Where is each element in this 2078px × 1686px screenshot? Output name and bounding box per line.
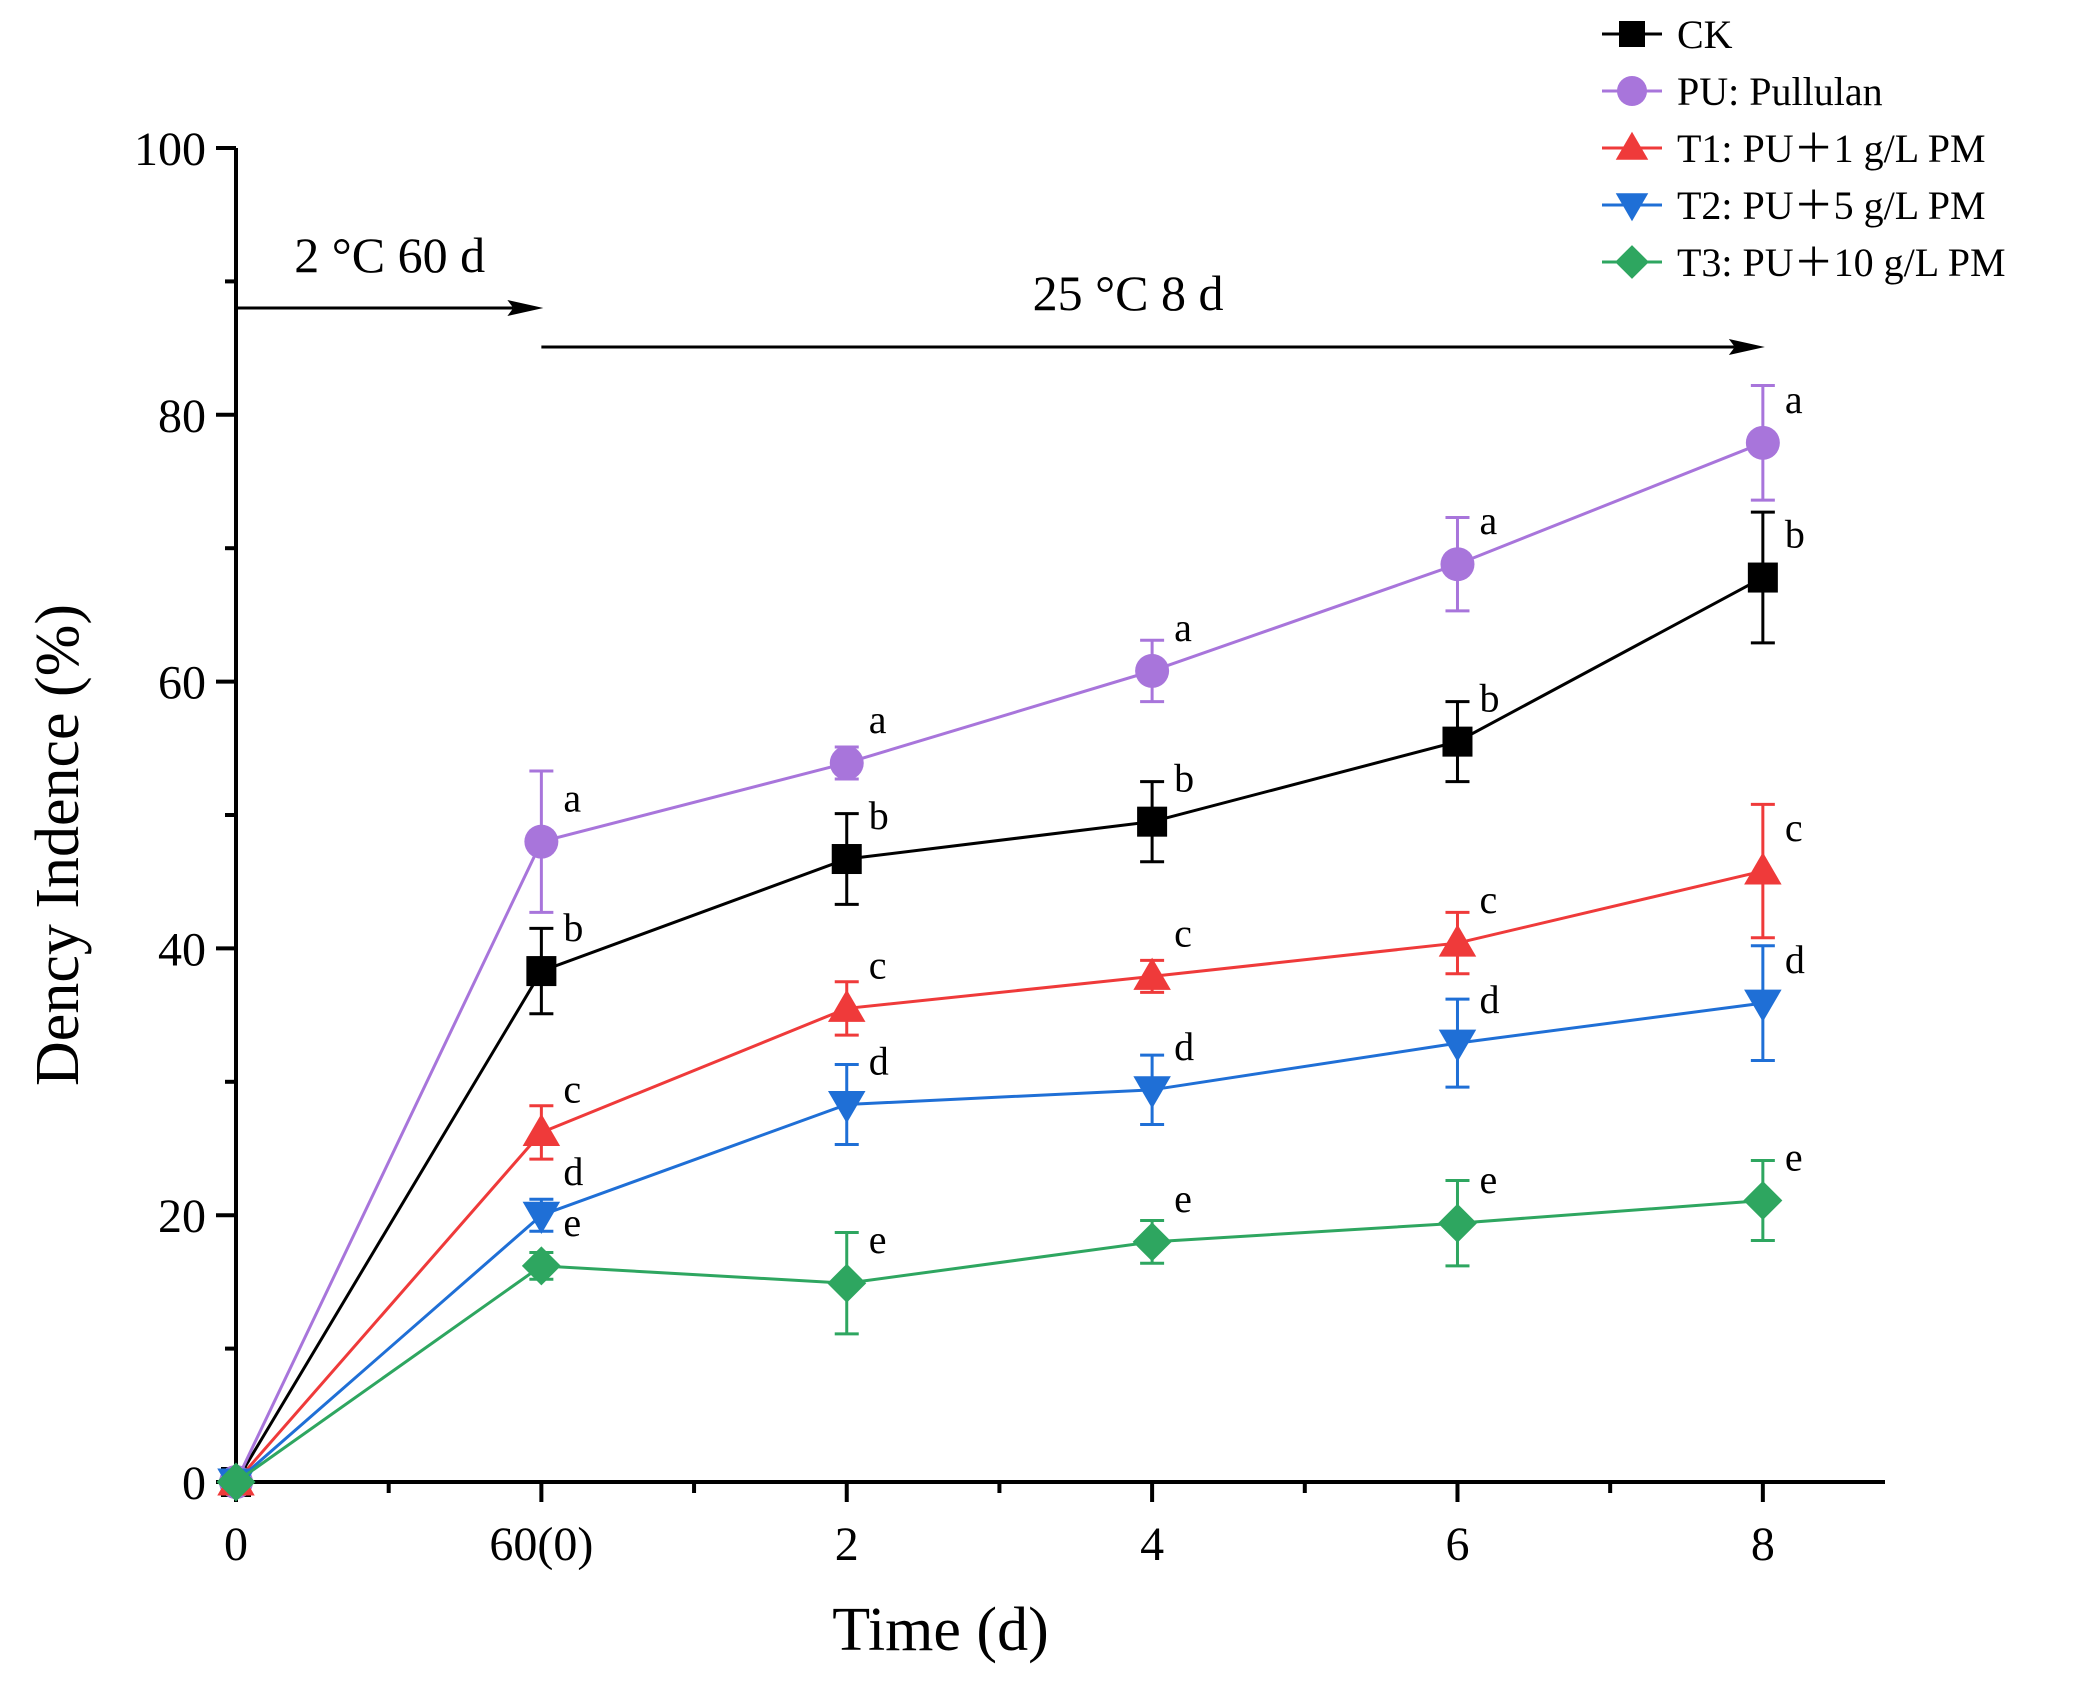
data-point — [524, 824, 559, 859]
data-point — [1744, 989, 1782, 1022]
series-4: d d d d d — [217, 937, 1805, 1501]
legend-item-3: T1: PU＋1 g/L PM — [1602, 126, 1986, 171]
legend-marker — [1619, 21, 1645, 47]
data-point — [522, 1113, 561, 1146]
x-tick-label: 60(0) — [489, 1518, 593, 1571]
data-point — [1438, 1029, 1477, 1062]
significance-letter: a — [1785, 377, 1803, 422]
significance-letter: b — [1174, 756, 1194, 801]
y-tick-label: 80 — [158, 390, 206, 443]
series-line — [234, 576, 1764, 1483]
data-point — [1437, 1203, 1477, 1243]
legend-label: T2: PU＋5 g/L PM — [1677, 183, 1986, 228]
data-point — [1133, 1076, 1171, 1109]
significance-letter: c — [869, 942, 887, 987]
data-point — [1137, 806, 1168, 837]
significance-letter: e — [869, 1217, 887, 1262]
legend-marker — [1615, 245, 1649, 279]
significance-letter: d — [1174, 1024, 1194, 1069]
data-point — [1440, 547, 1475, 582]
significance-letter: d — [869, 1038, 889, 1083]
significance-letter: d — [1479, 977, 1499, 1022]
data-point — [829, 745, 864, 780]
significance-letter: b — [1785, 512, 1805, 557]
y-tick-label: 20 — [158, 1190, 206, 1243]
y-tick-label: 40 — [158, 923, 206, 976]
significance-letter: c — [1174, 910, 1192, 955]
x-tick-label: 6 — [1445, 1518, 1469, 1571]
significance-letter: e — [1174, 1176, 1192, 1221]
significance-letter: b — [1479, 676, 1499, 721]
data-point — [521, 1246, 561, 1286]
legend-marker — [1617, 76, 1647, 106]
significance-letter: a — [869, 697, 887, 742]
significance-letter: a — [563, 776, 581, 821]
series-line — [235, 1199, 1763, 1484]
data-point — [831, 844, 862, 875]
significance-letter: a — [1174, 605, 1192, 650]
legend-label: T1: PU＋1 g/L PM — [1677, 126, 1986, 171]
x-axis-title: Time (d) — [832, 1596, 1048, 1664]
data-point — [1438, 924, 1477, 957]
period-annotation-text: 2 °C 60 d — [294, 227, 485, 283]
significance-letter: b — [563, 905, 583, 950]
period-arrow-head — [507, 300, 544, 316]
data-point — [1135, 653, 1170, 688]
data-point — [827, 1263, 867, 1303]
data-point — [526, 956, 557, 987]
legend: CK PU: Pullulan T1: PU＋1 g/L PM T2: PU＋5 g/… — [1602, 12, 2006, 285]
series-2: a a a a a — [219, 377, 1803, 1499]
significance-letter: c — [1785, 805, 1803, 850]
data-point — [216, 1462, 256, 1502]
data-point — [1133, 957, 1171, 990]
data-point — [1442, 726, 1473, 757]
legend-marker — [1615, 193, 1649, 222]
data-point — [1743, 1181, 1783, 1221]
data-point — [827, 989, 866, 1022]
legend-label: T3: PU＋10 g/L PM — [1677, 240, 2006, 285]
legend-label: CK — [1677, 12, 1733, 57]
data-point — [1132, 1222, 1172, 1262]
significance-letter: e — [1785, 1135, 1803, 1180]
significance-letter: a — [1479, 498, 1497, 543]
data-point — [1745, 425, 1780, 460]
legend-item-4: T2: PU＋5 g/L PM — [1602, 183, 1986, 228]
significance-letter: b — [869, 793, 889, 838]
series-line — [235, 1001, 1764, 1484]
x-tick-label: 4 — [1140, 1518, 1164, 1571]
x-tick-label: 8 — [1751, 1518, 1775, 1571]
significance-letter: d — [563, 1149, 583, 1194]
significance-letter: d — [1785, 937, 1805, 982]
legend-marker — [1615, 131, 1649, 160]
series-1: b b b b b — [221, 510, 1805, 1497]
legend-item-5: T3: PU＋10 g/L PM — [1602, 240, 2006, 285]
significance-letter: e — [1479, 1157, 1497, 1202]
legend-item-1: CK — [1602, 12, 1733, 57]
data-point — [1747, 562, 1778, 593]
y-tick-label: 0 — [182, 1457, 206, 1510]
x-tick-label: 0 — [224, 1518, 248, 1571]
y-axis-title: Dency Indence (%) — [24, 604, 92, 1086]
series-3: c c c c c — [217, 802, 1803, 1496]
significance-letter: c — [1479, 877, 1497, 922]
y-tick-label: 60 — [158, 657, 206, 710]
data-point — [1744, 852, 1782, 885]
data-point — [522, 1201, 561, 1234]
period-annotations: 2 °C 60 d 25 °C 8 d — [236, 227, 1765, 355]
y-tick-label: 100 — [134, 123, 206, 176]
significance-letter: c — [563, 1066, 581, 1111]
significance-letter: e — [563, 1200, 581, 1245]
legend-label: PU: Pullulan — [1677, 69, 1883, 114]
axes: 0 20 40 60 80 100 0 60(0) 2 4 6 8 Time (d) Dency Inde… — [24, 123, 1885, 1664]
period-annotation-text: 25 °C 8 d — [1033, 265, 1224, 321]
x-tick-label: 2 — [835, 1518, 859, 1571]
series-5: e e e e e — [216, 1135, 1803, 1502]
series-line — [234, 441, 1764, 1483]
legend-item-2: PU: Pullulan — [1602, 69, 1883, 114]
data-point — [827, 1090, 866, 1124]
series-line — [234, 869, 1764, 1483]
period-arrow-head — [1728, 339, 1765, 355]
